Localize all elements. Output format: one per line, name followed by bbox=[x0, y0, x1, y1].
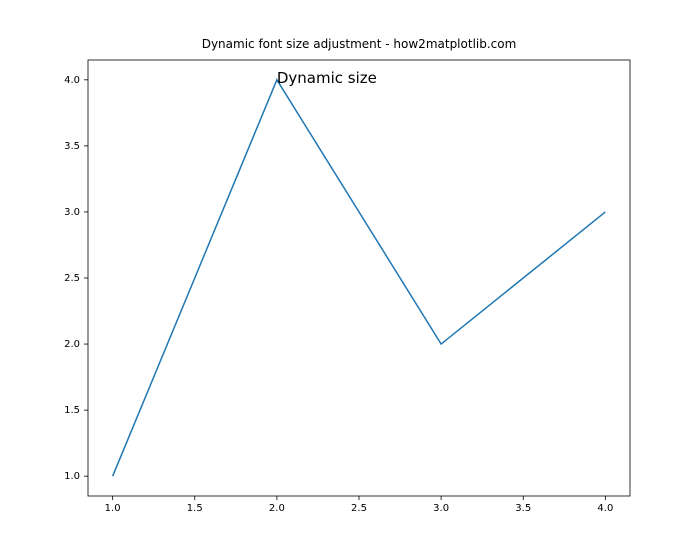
x-tick-label: 1.0 bbox=[105, 503, 121, 514]
x-tick-label: 3.0 bbox=[433, 503, 449, 514]
x-tick-label: 3.5 bbox=[515, 503, 531, 514]
y-tick-label: 3.0 bbox=[64, 207, 80, 218]
x-tick-label: 2.0 bbox=[269, 503, 285, 514]
chart-title: Dynamic font size adjustment - how2matpl… bbox=[202, 37, 517, 51]
y-tick-label: 4.0 bbox=[64, 75, 80, 86]
y-tick-label: 1.0 bbox=[64, 471, 80, 482]
annotation-text: Dynamic size bbox=[277, 69, 377, 87]
y-tick-label: 2.0 bbox=[64, 339, 80, 350]
y-tick-label: 2.5 bbox=[64, 273, 80, 284]
line-chart: 1.0 1.5 2.0 2.5 3.0 3.5 4.0 1.0 1.5 2.0 2.5 3.0 3.5 4… bbox=[0, 0, 700, 560]
y-tick-label: 3.5 bbox=[64, 141, 80, 152]
x-tick-label: 1.5 bbox=[187, 503, 203, 514]
chart-container: 1.0 1.5 2.0 2.5 3.0 3.5 4.0 1.0 1.5 2.0 2.5 3.0 3.5 4… bbox=[0, 0, 700, 560]
x-tick-label: 4.0 bbox=[597, 503, 613, 514]
y-tick-label: 1.5 bbox=[64, 405, 80, 416]
x-tick-label: 2.5 bbox=[351, 503, 367, 514]
data-line bbox=[113, 80, 606, 476]
plot-border bbox=[88, 60, 630, 496]
